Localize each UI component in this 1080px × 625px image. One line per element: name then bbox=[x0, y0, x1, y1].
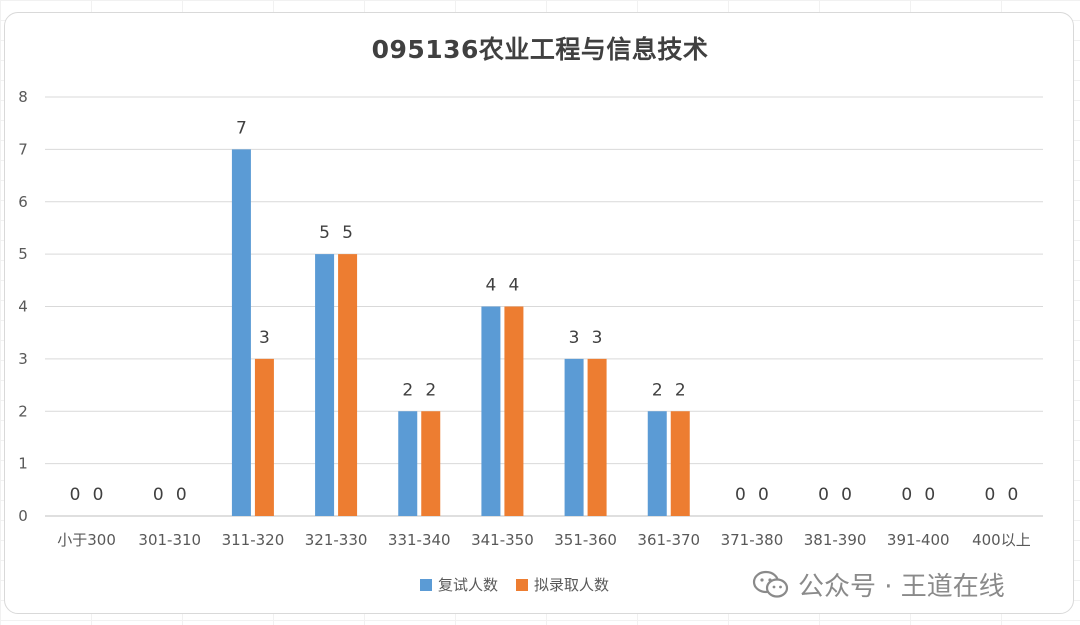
bar-series-1 bbox=[315, 254, 335, 516]
data-label: 0 bbox=[153, 485, 164, 505]
y-tick-label: 7 bbox=[18, 140, 28, 158]
y-tick-label: 6 bbox=[18, 193, 28, 211]
data-label: 2 bbox=[675, 380, 686, 400]
bar-series-2 bbox=[504, 306, 524, 516]
chart-frame bbox=[4, 12, 1074, 614]
legend-swatch bbox=[420, 578, 432, 591]
y-tick-label: 1 bbox=[18, 455, 28, 473]
x-tick-label: 311-320 bbox=[222, 531, 285, 549]
bar-series-2 bbox=[587, 358, 607, 516]
data-label: 2 bbox=[652, 380, 663, 400]
legend-label: 复试人数 bbox=[438, 576, 499, 594]
x-axis-ticks: 小于300 301-310 311-320 321-330 331-340 341-350… bbox=[57, 531, 1030, 549]
bar-series-1 bbox=[481, 306, 501, 516]
data-label: 2 bbox=[425, 380, 436, 400]
data-label: 5 bbox=[319, 223, 330, 243]
data-label: 0 bbox=[176, 485, 187, 505]
x-tick-label: 341-350 bbox=[471, 531, 534, 549]
data-label: 0 bbox=[901, 485, 912, 505]
bar-series-2 bbox=[254, 358, 274, 516]
x-tick-label: 391-400 bbox=[887, 531, 950, 549]
data-label: 0 bbox=[735, 485, 746, 505]
y-tick-label: 2 bbox=[18, 402, 28, 420]
legend-item-series-1: 复试人数 bbox=[420, 574, 498, 595]
y-tick-label: 3 bbox=[18, 350, 28, 368]
x-tick-label: 小于300 bbox=[57, 531, 116, 549]
data-label: 0 bbox=[818, 485, 829, 505]
legend-swatch bbox=[516, 578, 529, 591]
watermark: 公众号 · 王道在线 bbox=[752, 566, 1005, 603]
wechat-icon bbox=[752, 570, 790, 600]
legend-label: 拟录取人数 bbox=[534, 576, 610, 594]
data-label: 3 bbox=[259, 328, 270, 348]
data-label: 5 bbox=[342, 223, 353, 243]
gridlines bbox=[45, 96, 1043, 517]
bar-series-1 bbox=[564, 358, 584, 516]
data-label: 0 bbox=[841, 485, 852, 505]
y-axis-ticks: 0 1 2 3 4 5 6 7 8 bbox=[18, 88, 28, 525]
x-tick-label: 321-330 bbox=[305, 531, 368, 549]
x-tick-label: 301-310 bbox=[138, 531, 201, 549]
data-label: 0 bbox=[70, 485, 81, 505]
x-tick-label: 381-390 bbox=[804, 531, 867, 549]
data-label: 3 bbox=[592, 328, 603, 348]
y-tick-label: 0 bbox=[18, 507, 28, 525]
data-label: 4 bbox=[509, 276, 520, 296]
data-label: 3 bbox=[569, 328, 580, 348]
x-tick-label: 331-340 bbox=[388, 531, 451, 549]
legend: 复试人数 拟录取人数 bbox=[420, 574, 609, 595]
x-tick-label: 351-360 bbox=[554, 531, 617, 549]
chart-title: 095136农业工程与信息技术 bbox=[371, 35, 709, 64]
bar-series-2 bbox=[421, 411, 441, 516]
data-label: 0 bbox=[985, 485, 996, 505]
x-tick-label: 361-370 bbox=[637, 531, 700, 549]
bars bbox=[231, 149, 690, 516]
x-tick-label: 400以上 bbox=[972, 531, 1031, 549]
bar-series-1 bbox=[647, 411, 667, 516]
data-label: 7 bbox=[236, 118, 247, 138]
bar-series-2 bbox=[338, 254, 358, 516]
data-label: 0 bbox=[924, 485, 935, 505]
data-label: 0 bbox=[93, 485, 104, 505]
legend-item-series-2: 拟录取人数 bbox=[516, 574, 609, 595]
y-tick-label: 5 bbox=[18, 245, 28, 263]
y-tick-label: 4 bbox=[18, 298, 28, 316]
watermark-text: 公众号 · 王道在线 bbox=[798, 572, 1005, 602]
data-label: 0 bbox=[1008, 485, 1019, 505]
data-label: 2 bbox=[402, 380, 413, 400]
bar-series-1 bbox=[398, 411, 418, 516]
y-tick-label: 8 bbox=[18, 88, 28, 106]
bar-series-2 bbox=[670, 411, 690, 516]
bar-series-1 bbox=[231, 149, 251, 516]
data-label: 4 bbox=[486, 276, 497, 296]
x-tick-label: 371-380 bbox=[721, 531, 784, 549]
data-label: 0 bbox=[758, 485, 769, 505]
